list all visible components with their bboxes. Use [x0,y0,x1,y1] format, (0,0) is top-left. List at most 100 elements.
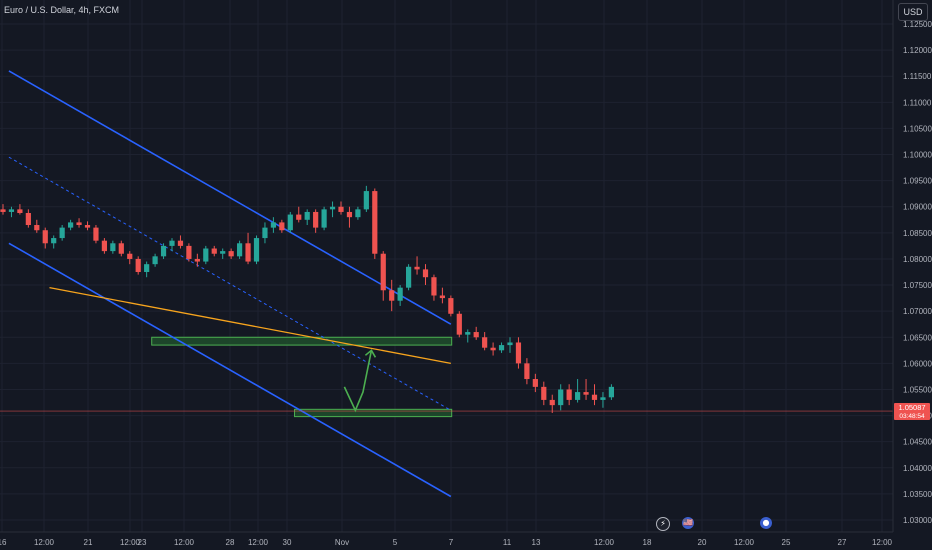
candle-body [608,386,614,398]
price-tick-label: 1.12000 [903,46,932,55]
price-tick-label: 1.12500 [903,20,932,29]
candle-body [34,225,40,231]
price-tick-label: 1.10500 [903,124,932,133]
candle-body [186,245,192,259]
candle-body [346,211,353,218]
orange-trendline[interactable] [49,287,451,365]
candle-body [279,222,285,231]
price-tick-label: 1.07500 [903,281,932,290]
last-price-value: 1.05087 [898,403,925,412]
time-tick-label: 12:00 [594,538,615,547]
projection-arrowhead [364,349,377,358]
time-tick-label: 30 [283,538,292,547]
price-tick-label: 1.04000 [903,464,932,473]
channel-mid-line[interactable] [8,156,452,411]
candle-body [355,209,361,218]
candle-body [194,258,200,262]
time-tick-label: 12:00 [34,538,55,547]
candle-body [541,386,547,400]
price-tick-label: 1.06500 [903,333,932,342]
candle-body [490,347,496,351]
candle-body [583,392,589,395]
candle-body [389,290,395,301]
candle-body [456,313,462,335]
candle-body [397,287,403,301]
candle-body [101,240,107,252]
candle-body [515,342,522,364]
price-axis[interactable]: 1.12500 1.12000 1.11500 1.11000 1.10500 1.100… [892,0,932,550]
price-tick-label: 1.11000 [903,98,932,107]
eu-flag-icon[interactable]: ● [760,517,772,529]
candle-body [465,332,471,335]
symbol-title[interactable]: Euro / U.S. Dollar, 4h, FXCM [4,5,120,15]
channel-lower-line[interactable] [8,242,452,498]
time-tick-label: 28 [226,538,235,547]
candle-body [76,222,82,226]
candle-body [211,248,217,254]
drawings-front [343,349,377,413]
candle-body [313,211,319,228]
candle-body [575,392,581,400]
currency-selector[interactable]: USD [898,3,928,21]
candle-body [600,397,606,400]
projection-path[interactable] [343,350,373,413]
candle-body [135,258,141,272]
candle-body [177,240,184,246]
time-tick-label: 18 [643,538,652,547]
time-tick-label: 13 [532,538,541,547]
time-tick-label: 27 [838,538,847,547]
drawings-back [0,70,893,498]
time-tick-label: 21 [84,538,93,547]
time-tick-label: 12:00 [734,538,755,547]
time-tick-label: 11 [503,538,512,547]
candle-body [498,345,505,351]
candle-body [372,191,378,254]
candle-body [93,227,99,241]
price-tick-label: 1.08500 [903,229,932,238]
candle-body [473,332,479,338]
price-tick-label: 1.09000 [903,203,932,212]
candle-body [59,227,65,239]
bar-countdown: 03:48:54 [899,413,925,420]
candle-body [406,266,412,288]
price-tick-label: 1.08000 [903,255,932,264]
time-tick-label: 23 [138,538,147,547]
candle-body [68,222,74,228]
price-tick-label: 1.03500 [903,490,932,499]
candle-body [127,253,133,259]
candle-body [414,266,420,270]
lightning-icon[interactable]: ⚡ [656,517,670,531]
last-price-badge[interactable] [894,403,930,421]
price-tick-label: 1.06000 [903,359,932,368]
candle-body [591,394,598,400]
candle-body [524,363,530,380]
candle-body [262,227,268,239]
us-flag-icon[interactable]: 🇺🇸 [682,517,694,529]
candle-body [549,399,555,406]
candle-body [566,389,572,400]
candle-body [253,238,260,262]
time-tick-label: 25 [782,538,791,547]
time-axis[interactable]: 1612:002112:002312:002812:0030Nov5711131… [0,531,893,547]
support-zone[interactable] [294,408,453,418]
time-tick-label: 12:00 [120,538,141,547]
candle-body [245,243,251,262]
candle-body [270,222,276,228]
channel-upper-line[interactable] [8,70,452,325]
time-tick-label: 12:00 [872,538,893,547]
candle-body [296,214,302,220]
price-tick-label: 1.05500 [903,385,932,394]
candle-body [160,245,167,257]
candle-body [0,209,6,212]
time-tick-label: 12:00 [248,538,269,547]
time-tick-label: Nov [335,538,349,547]
time-tick-label: 20 [698,538,707,547]
candle-body [363,191,369,210]
resistance-zone[interactable] [151,336,453,346]
candle-body [42,230,48,244]
price-tick-label: 1.11500 [903,72,932,81]
candle-body [8,209,15,212]
candle-body [532,379,538,387]
price-tick-label: 1.09500 [903,177,932,186]
